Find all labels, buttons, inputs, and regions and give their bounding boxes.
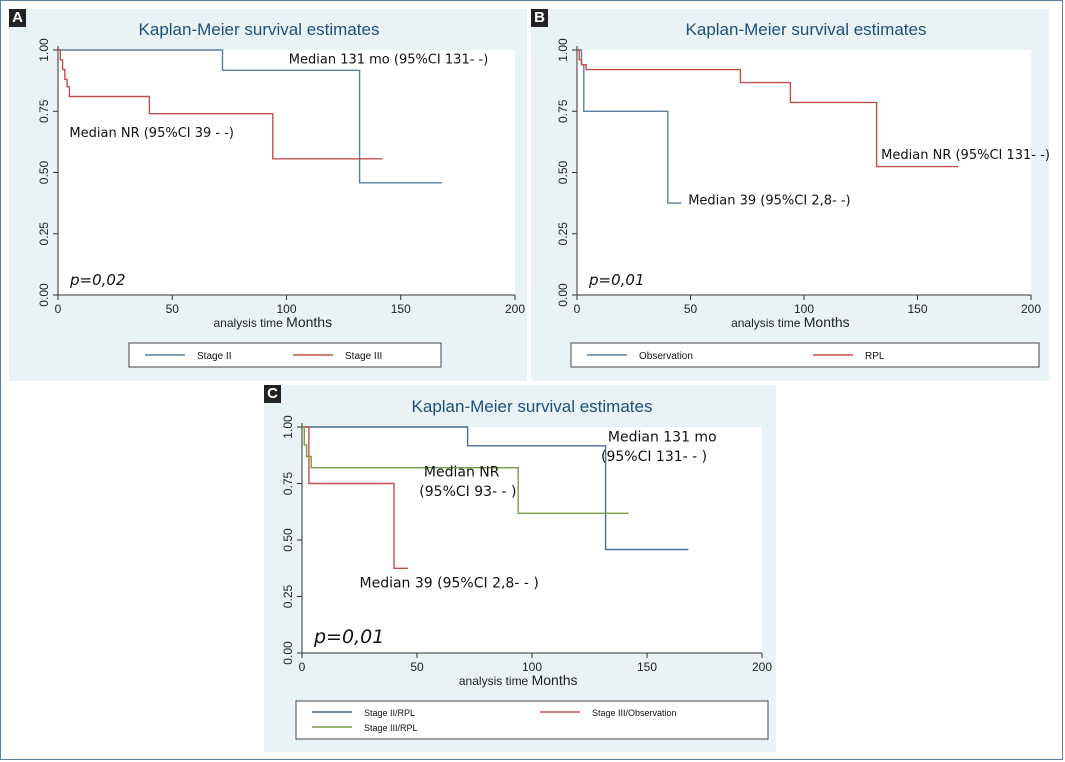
km-curve-series-2 <box>577 49 959 168</box>
y-tick-label: 0.75 <box>556 99 570 123</box>
x-tick-label: 0 <box>55 302 62 316</box>
y-tick-label: 1.00 <box>556 38 570 62</box>
x-tick-label: 200 <box>505 302 525 316</box>
y-tick-label: 0.75 <box>37 99 51 123</box>
x-tick-label: 50 <box>684 302 698 316</box>
x-axis-label: analysis time Months <box>731 314 850 330</box>
km-chart-c: Kaplan-Meier survival estimates 0.00 0.25 0… <box>281 397 772 740</box>
p-value: p=0,01 <box>588 271 645 289</box>
x-axis-label-main: analysis time <box>459 674 532 688</box>
x-axis-label-main: analysis time <box>213 316 286 330</box>
km-curve-series-1 <box>58 49 442 184</box>
x-axis-label-units: Months <box>286 314 332 330</box>
median-annotation: Median NR (95%CI 39 - -) <box>69 126 234 141</box>
y-tick-label: 0.75 <box>281 471 295 495</box>
x-tick-label: 150 <box>907 302 927 316</box>
legend-label: Observation <box>639 351 693 362</box>
panel-c: Kaplan-Meier survival estimates 0.00 0.25 0… <box>264 385 776 752</box>
x-tick-label: 200 <box>752 660 772 674</box>
p-value: p=0,02 <box>69 271 126 289</box>
x-tick-label: 50 <box>166 302 180 316</box>
km-chart-b: Kaplan-Meier survival estimates 0.00 0.25 0… <box>556 20 1049 368</box>
median-annotation: Median NR <box>424 465 500 481</box>
panel-label-a: A <box>9 9 26 27</box>
legend-label: Stage III/RPL <box>364 723 418 733</box>
x-tick-label: 0 <box>299 660 306 674</box>
legend-label: Stage II/RPL <box>364 708 415 718</box>
panel-label-c: C <box>264 385 281 403</box>
x-tick-label: 100 <box>276 302 296 316</box>
median-annotation: Median 39 (95%CI 2,8- - ) <box>360 575 539 591</box>
median-annotation: Median 39 (95%CI 2,8- -) <box>688 193 850 208</box>
x-tick-label: 100 <box>794 302 814 316</box>
median-annotation: Median 131 mo <box>608 430 717 446</box>
chart-title: Kaplan-Meier survival estimates <box>412 397 653 416</box>
x-axis-label-units: Months <box>804 314 850 330</box>
median-annotation: Median NR (95%CI 131- -) <box>881 148 1049 163</box>
km-curve-series-3 <box>302 426 629 514</box>
y-tick-label: 1.00 <box>37 38 51 62</box>
p-value: p=0,01 <box>313 626 384 648</box>
x-axis-label-units: Months <box>532 672 578 688</box>
y-tick-label: 0.25 <box>281 584 295 608</box>
x-tick-label: 50 <box>410 660 424 674</box>
x-tick-label: 200 <box>1021 302 1041 316</box>
y-tick-label: 0.00 <box>556 283 570 307</box>
km-curve-series-1 <box>577 49 682 204</box>
chart-title: Kaplan-Meier survival estimates <box>686 20 927 39</box>
plot-area <box>302 427 762 653</box>
median-annotation: Median 131 mo (95%CI 131- -) <box>289 52 489 67</box>
x-tick-label: 0 <box>574 302 581 316</box>
km-curve-series-1 <box>302 426 689 551</box>
legend-box <box>295 700 769 740</box>
plot-area <box>58 50 515 295</box>
chart-title: Kaplan-Meier survival estimates <box>139 20 380 39</box>
legend-box <box>570 342 1040 368</box>
x-axis-label: analysis time Months <box>459 672 578 688</box>
plot-area <box>577 50 1031 295</box>
legend-label: RPL <box>865 351 885 362</box>
y-tick-label: 0.25 <box>37 222 51 246</box>
y-tick-label: 0.00 <box>281 641 295 665</box>
panel-a: Kaplan-Meier survival estimates 0.00 0.25 0… <box>9 9 527 381</box>
x-tick-label: 150 <box>637 660 657 674</box>
x-axis-label-main: analysis time <box>731 316 804 330</box>
legend-label: Stage III <box>345 351 382 362</box>
km-curve-series-2 <box>302 426 408 569</box>
y-tick-label: 1.00 <box>281 415 295 439</box>
x-tick-label: 100 <box>522 660 542 674</box>
median-annotation: (95%CI 93- - ) <box>419 484 516 500</box>
legend-label: Stage II <box>197 351 231 362</box>
legend-label: Stage III/Observation <box>592 708 677 718</box>
x-axis-label: analysis time Months <box>213 314 332 330</box>
y-tick-label: 0.50 <box>37 160 51 184</box>
y-tick-label: 0.50 <box>556 160 570 184</box>
panel-label-b: B <box>531 9 548 27</box>
panel-b: Kaplan-Meier survival estimates 0.00 0.25 0… <box>531 9 1049 381</box>
km-curve-series-2 <box>58 49 383 160</box>
y-tick-label: 0.50 <box>281 528 295 552</box>
y-tick-label: 0.25 <box>556 222 570 246</box>
y-tick-label: 0.00 <box>37 283 51 307</box>
km-chart-a: Kaplan-Meier survival estimates 0.00 0.25 0… <box>37 20 525 368</box>
median-annotation: (95%CI 131- - ) <box>601 449 707 465</box>
x-tick-label: 150 <box>391 302 411 316</box>
